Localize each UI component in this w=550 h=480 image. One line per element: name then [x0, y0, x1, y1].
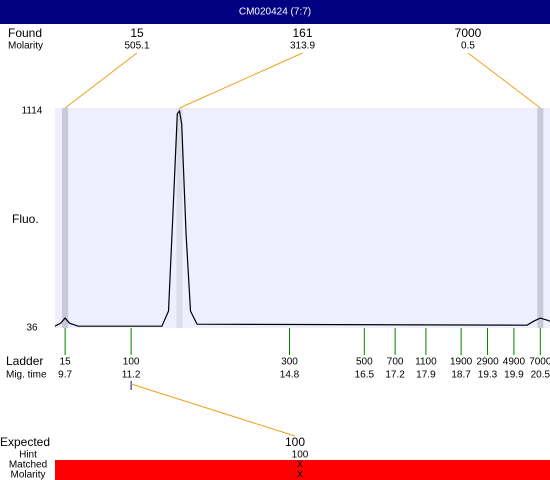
ladder-time: 20.5: [531, 370, 550, 381]
peak-molarity: 505.1: [124, 41, 149, 52]
expected-connector: [130, 383, 296, 437]
expected-value: 100: [285, 435, 305, 449]
peak-size: 161: [292, 26, 312, 40]
hint-label: Hint: [19, 450, 37, 461]
matched-label: Matched: [9, 460, 47, 471]
expected-label: Expected: [0, 435, 50, 449]
found-label: Found: [8, 26, 42, 40]
y-tick-label: 36: [26, 323, 38, 334]
ladder-size: 1900: [450, 357, 473, 368]
peak-connector: [179, 52, 303, 109]
ladder-time: 18.7: [451, 370, 471, 381]
hint-value: 100: [292, 450, 309, 461]
ladder-time: 16.5: [355, 370, 375, 381]
peak-size: 7000: [455, 26, 482, 40]
migtime-label: Mig. time: [6, 370, 47, 381]
ladder-size: 100: [123, 357, 140, 368]
ladder-time: 9.7: [58, 370, 72, 381]
plot-area: [55, 108, 550, 328]
ladder-time: 17.9: [416, 370, 436, 381]
peak-molarity: 0.5: [461, 41, 475, 52]
ladder-size: 2900: [476, 357, 499, 368]
ladder-size: 500: [356, 357, 373, 368]
ladder-time: 14.8: [280, 370, 300, 381]
ladder-time: 19.9: [504, 370, 524, 381]
title-bar: [0, 0, 550, 24]
title: CM020424 (7:7): [239, 7, 311, 18]
molarity-label: Molarity: [8, 41, 43, 52]
ladder-size: 7000: [529, 357, 550, 368]
ladder-size: 15: [60, 357, 72, 368]
ladder-size: 700: [387, 357, 404, 368]
ladder-size: 300: [281, 357, 298, 368]
ladder-size: 1100: [415, 357, 437, 368]
peak-band: [62, 108, 69, 328]
ladder-time: 17.2: [385, 370, 405, 381]
peak-band: [537, 108, 544, 328]
molarity-row-label: Molarity: [10, 470, 45, 480]
molarity-row-value: X: [297, 470, 304, 480]
y-tick-label: 1114: [22, 106, 43, 117]
peak-connector: [467, 52, 541, 109]
ladder-size: 4900: [503, 357, 526, 368]
matched-value: X: [297, 460, 304, 471]
peak-molarity: 313.9: [290, 41, 315, 52]
peak-size: 15: [130, 26, 144, 40]
match-bar: [55, 460, 550, 480]
trace: [54, 109, 550, 327]
peak-connector: [64, 52, 138, 109]
ladder-label: Ladder: [6, 354, 43, 368]
ladder-time: 19.3: [478, 370, 498, 381]
ladder-time: 11.2: [122, 370, 141, 381]
y-label: Fluo.: [12, 212, 39, 226]
peak-band: [176, 108, 183, 328]
